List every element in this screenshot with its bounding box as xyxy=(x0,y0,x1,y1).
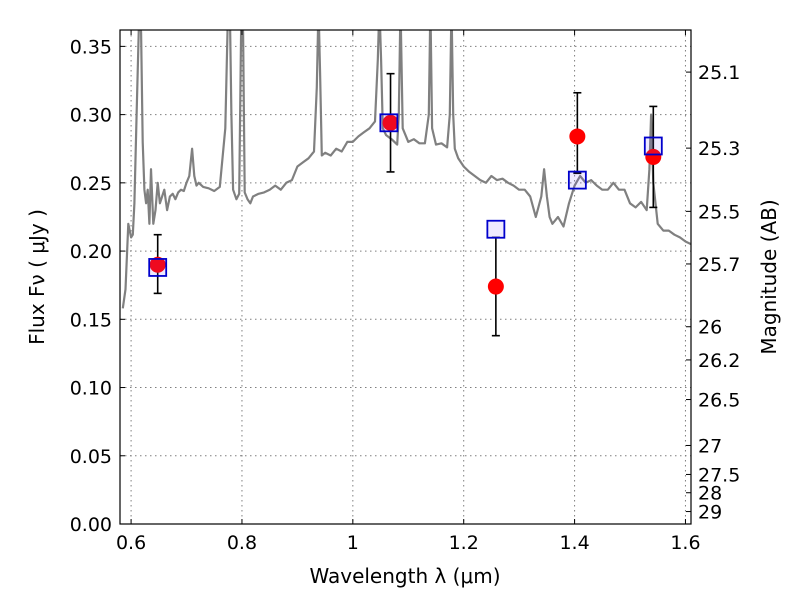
magnitude-tick-label: 27.5 xyxy=(698,464,740,486)
x-tick-label: 1 xyxy=(347,532,359,554)
magnitude-tick-label: 29 xyxy=(698,502,722,524)
magnitude-axis-label: Magnitude (AB) xyxy=(757,199,781,354)
y-tick-label: 0.20 xyxy=(70,241,112,263)
observed-point xyxy=(645,148,662,165)
observed-point xyxy=(382,114,399,131)
y-tick-label: 0.25 xyxy=(70,173,112,195)
x-tick-label: 1.4 xyxy=(559,532,589,554)
magnitude-tick-label: 25.5 xyxy=(698,201,740,223)
y-tick-label: 0.30 xyxy=(70,105,112,127)
y-tick-label: 0.10 xyxy=(70,378,112,400)
observed-point xyxy=(149,256,166,273)
magnitude-tick-label: 27 xyxy=(698,435,722,457)
y-tick-label: 0.00 xyxy=(70,514,112,536)
plot-frame xyxy=(119,29,692,525)
x-axis-ticks: 0.6 0.8 1 1.2 1.4 1.6 xyxy=(116,30,701,554)
magnitude-tick-label: 26.5 xyxy=(698,390,740,412)
x-tick-label: 1.2 xyxy=(449,532,479,554)
y-axis-ticks: 0.00 0.05 0.10 0.15 0.20 0.25 0.30 0.35 xyxy=(70,36,125,536)
y-axis-label: Flux Fν ( μJy ) xyxy=(25,209,49,345)
magnitude-tick-label: 25.1 xyxy=(698,62,740,84)
model-sed-line xyxy=(121,30,691,309)
x-tick-label: 0.6 xyxy=(116,532,146,554)
y-tick-label: 0.35 xyxy=(70,36,112,58)
magnitude-tick-label: 25.3 xyxy=(698,138,740,160)
magnitude-tick-label: 28 xyxy=(698,483,722,505)
data-points xyxy=(148,72,663,337)
model-photometry-square xyxy=(486,219,506,239)
x-tick-label: 1.6 xyxy=(670,532,700,554)
model-photometry-square xyxy=(643,136,663,156)
grid-lines xyxy=(120,30,691,525)
x-axis-label: Wavelength λ (μm) xyxy=(309,564,500,588)
observed-point xyxy=(569,128,586,145)
model-photometry-square xyxy=(567,170,587,190)
observed-point xyxy=(487,278,504,295)
y-tick-label: 0.05 xyxy=(70,446,112,468)
model-photometry-square xyxy=(148,258,168,277)
y-tick-label: 0.15 xyxy=(70,309,112,331)
magnitude-tick-label: 26 xyxy=(698,317,722,339)
magnitude-tick-label: 25.7 xyxy=(698,254,740,276)
model-photometry-square xyxy=(379,113,399,133)
magnitude-tick-label: 26.2 xyxy=(698,350,740,372)
x-tick-label: 0.8 xyxy=(227,532,257,554)
plot-area xyxy=(121,30,691,309)
